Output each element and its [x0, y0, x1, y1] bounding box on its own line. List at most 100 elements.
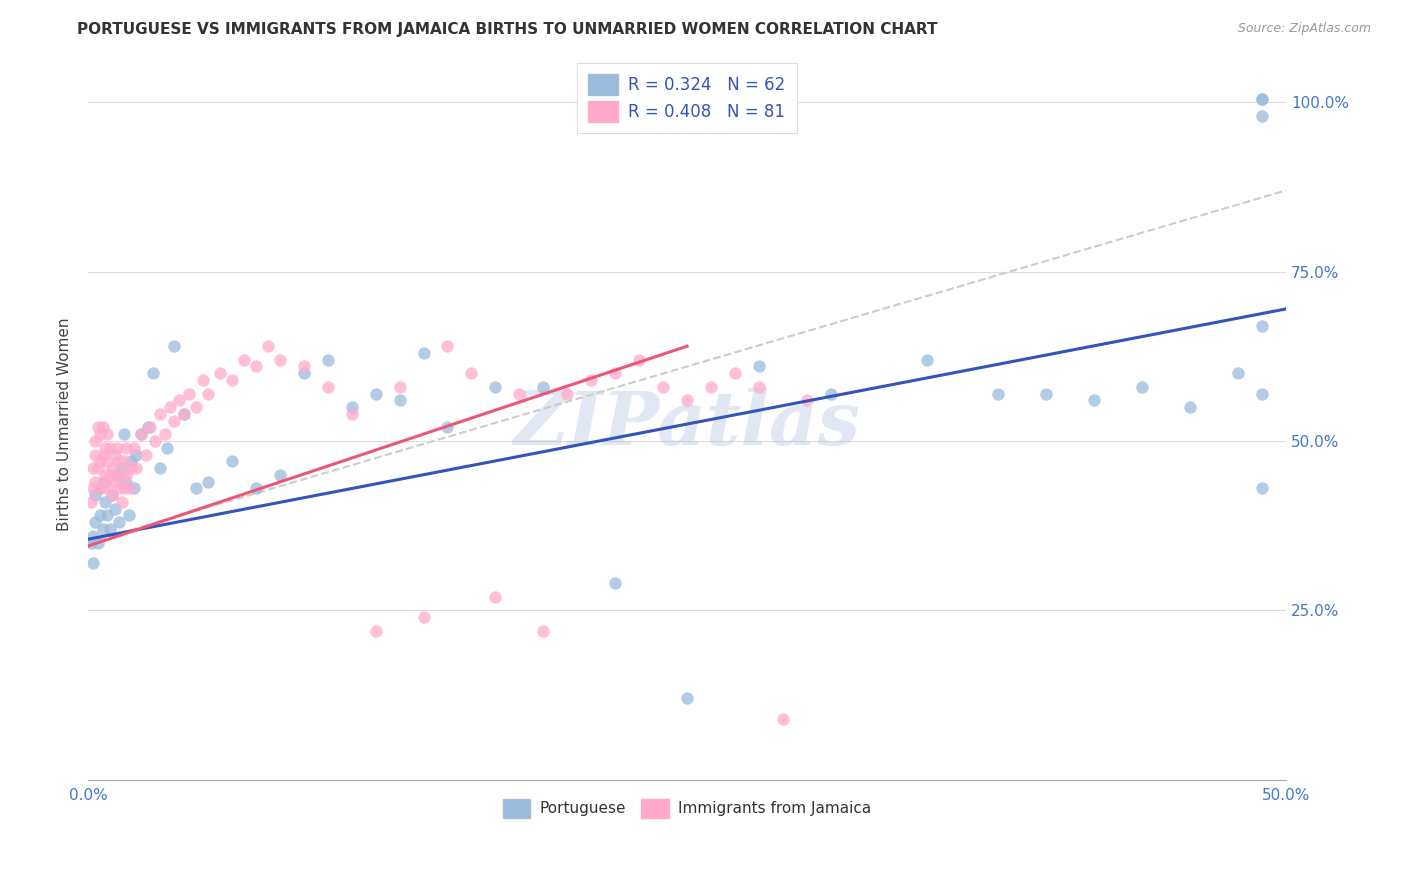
Point: [748, 359, 770, 374]
Point: [120, 461, 142, 475]
Point: [269, 352, 291, 367]
Point: [316, 352, 339, 367]
Point: [112, 482, 135, 496]
Point: [820, 386, 842, 401]
Point: [1251, 482, 1274, 496]
Point: [388, 393, 411, 408]
Point: [105, 467, 128, 482]
Point: [89, 508, 111, 523]
Point: [173, 407, 195, 421]
Point: [89, 482, 111, 496]
Point: [91, 522, 114, 536]
Y-axis label: Births to Unmarried Women: Births to Unmarried Women: [58, 318, 72, 531]
Point: [1251, 92, 1274, 106]
Point: [89, 454, 111, 468]
Point: [91, 475, 114, 489]
Point: [915, 352, 938, 367]
Point: [292, 359, 315, 374]
Point: [111, 461, 134, 475]
Point: [340, 407, 363, 421]
Point: [87, 420, 110, 434]
Point: [605, 366, 627, 380]
Point: [108, 482, 131, 496]
Point: [581, 373, 603, 387]
Point: [184, 400, 207, 414]
Point: [364, 624, 387, 638]
Point: [508, 386, 530, 401]
Point: [676, 393, 699, 408]
Point: [94, 475, 117, 489]
Point: [96, 454, 118, 468]
Point: [316, 380, 339, 394]
Point: [388, 380, 411, 394]
Point: [531, 380, 554, 394]
Point: [129, 427, 152, 442]
Point: [163, 339, 186, 353]
Point: [84, 475, 107, 489]
Point: [748, 380, 770, 394]
Point: [135, 448, 157, 462]
Point: [1251, 318, 1274, 333]
Point: [436, 420, 458, 434]
Point: [173, 407, 195, 421]
Point: [120, 454, 142, 468]
Point: [79, 495, 101, 509]
Point: [245, 482, 267, 496]
Point: [555, 386, 578, 401]
Point: [125, 461, 148, 475]
Point: [191, 373, 214, 387]
Point: [1130, 380, 1153, 394]
Point: [125, 448, 148, 462]
Point: [163, 414, 186, 428]
Point: [84, 434, 107, 448]
Point: [94, 467, 117, 482]
Point: [167, 393, 190, 408]
Point: [129, 427, 152, 442]
Point: [112, 427, 135, 442]
Point: [136, 420, 159, 434]
Point: [197, 386, 219, 401]
Point: [159, 400, 181, 414]
Point: [105, 441, 128, 455]
Point: [142, 366, 165, 380]
Point: [484, 590, 506, 604]
Point: [1251, 109, 1274, 123]
Point: [112, 454, 135, 468]
Point: [177, 386, 200, 401]
Point: [1251, 386, 1274, 401]
Point: [105, 467, 128, 482]
Point: [96, 482, 118, 496]
Point: [91, 420, 114, 434]
Point: [1178, 400, 1201, 414]
Point: [98, 441, 121, 455]
Point: [184, 482, 207, 496]
Legend: Portuguese, Immigrants from Jamaica: Portuguese, Immigrants from Jamaica: [495, 791, 879, 825]
Point: [89, 427, 111, 442]
Point: [98, 467, 121, 482]
Point: [256, 339, 278, 353]
Point: [724, 366, 747, 380]
Point: [772, 712, 794, 726]
Point: [1083, 393, 1105, 408]
Point: [111, 467, 134, 482]
Point: [122, 441, 145, 455]
Point: [269, 467, 291, 482]
Point: [84, 448, 107, 462]
Point: [987, 386, 1010, 401]
Point: [221, 373, 243, 387]
Point: [82, 482, 104, 496]
Point: [89, 482, 111, 496]
Point: [103, 475, 125, 489]
Point: [98, 522, 121, 536]
Point: [82, 556, 104, 570]
Point: [796, 393, 818, 408]
Text: PORTUGUESE VS IMMIGRANTS FROM JAMAICA BIRTHS TO UNMARRIED WOMEN CORRELATION CHAR: PORTUGUESE VS IMMIGRANTS FROM JAMAICA BI…: [77, 22, 938, 37]
Point: [82, 529, 104, 543]
Point: [139, 420, 162, 434]
Point: [115, 475, 138, 489]
Point: [103, 448, 125, 462]
Point: [143, 434, 166, 448]
Point: [87, 535, 110, 549]
Point: [156, 441, 179, 455]
Point: [108, 454, 131, 468]
